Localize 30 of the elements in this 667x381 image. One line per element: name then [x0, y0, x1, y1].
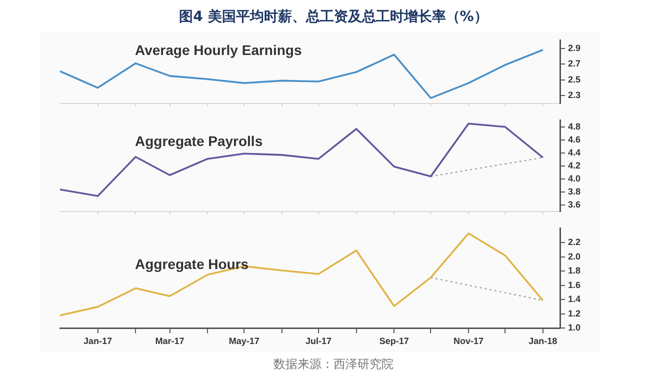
series-label: Aggregate Hours — [135, 256, 249, 272]
y-tick-label: 1.8 — [568, 266, 581, 276]
x-tick-label: Mar-17 — [155, 336, 184, 346]
y-tick-label: 2.5 — [568, 74, 581, 84]
y-tick-label: 1.4 — [568, 294, 581, 304]
y-tick-label: 1.0 — [568, 322, 581, 333]
y-tick-label: 4.8 — [568, 121, 581, 132]
y-tick-label: 4.0 — [568, 174, 581, 184]
series-label: Average Hourly Earnings — [135, 42, 302, 58]
y-tick-label: 3.8 — [568, 186, 581, 197]
y-tick-label: 2.7 — [568, 58, 581, 69]
y-tick-label: 2.2 — [568, 237, 581, 248]
x-tick-label: Jan-18 — [528, 336, 558, 346]
y-tick-label: 3.6 — [568, 200, 581, 210]
x-tick-label: Nov-17 — [454, 336, 484, 346]
y-tick-label: 1.6 — [568, 280, 581, 290]
source-note: 数据来源：西泽研究院 — [272, 356, 394, 373]
x-tick-label: Sep-17 — [379, 336, 409, 346]
y-tick-label: 4.4 — [568, 147, 581, 158]
y-tick-label: 2.3 — [568, 90, 581, 100]
series-label: Aggregate Payrolls — [135, 132, 263, 149]
chart-title: 图4 美国平均时薪、总工资及总工时增长率（%） — [178, 8, 489, 27]
x-tick-label: May-17 — [228, 336, 260, 346]
x-tick-label: Jul-17 — [306, 336, 332, 346]
x-tick-label: Jan-17 — [84, 336, 112, 346]
y-tick-label: 4.6 — [568, 134, 581, 144]
y-tick-label: 1.2 — [568, 308, 581, 318]
y-tick-label: 2.9 — [568, 42, 581, 53]
y-tick-label: 2.0 — [568, 251, 581, 262]
y-tick-label: 4.2 — [568, 160, 581, 170]
